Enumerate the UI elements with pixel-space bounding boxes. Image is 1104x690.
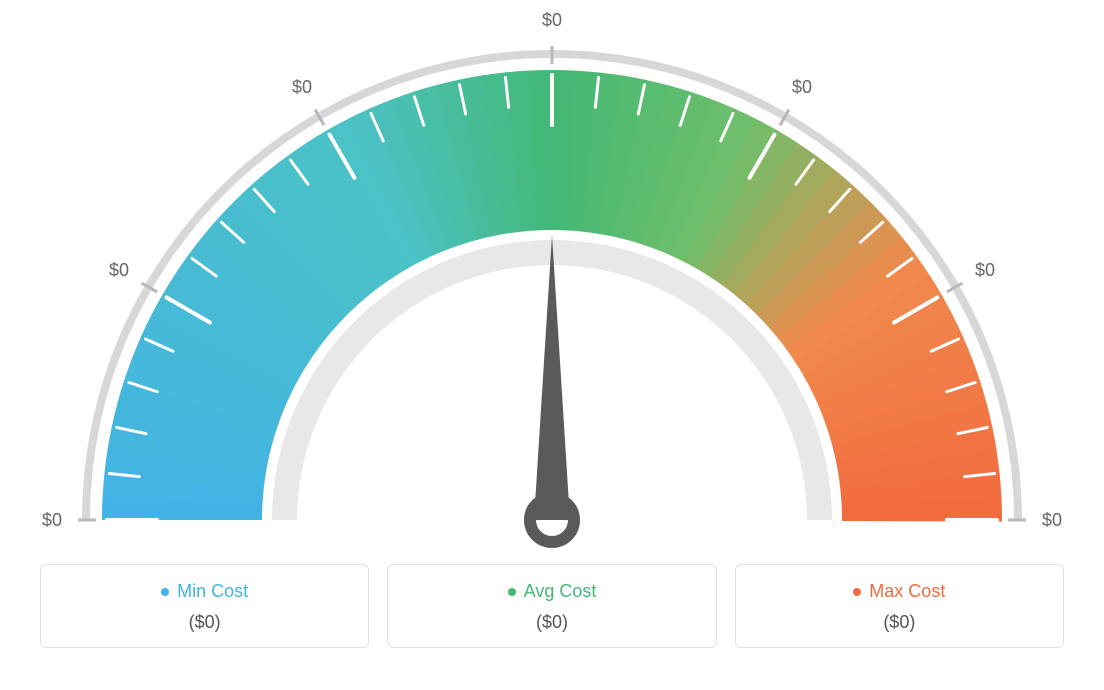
legend-label-max: Max Cost (746, 581, 1053, 602)
legend-label-avg: Avg Cost (398, 581, 705, 602)
legend-label-text: Avg Cost (524, 581, 597, 602)
svg-text:$0: $0 (42, 510, 62, 530)
legend-card-max: Max Cost ($0) (735, 564, 1064, 648)
legend-card-avg: Avg Cost ($0) (387, 564, 716, 648)
svg-text:$0: $0 (792, 77, 812, 97)
dot-icon (508, 588, 516, 596)
svg-text:$0: $0 (1042, 510, 1062, 530)
svg-text:$0: $0 (542, 10, 562, 30)
legend-value-min: ($0) (51, 612, 358, 633)
chart-container: $0 $0 $0 $0 $0 $0 $0 Min Cost ($0) Avg Cost ($… (0, 0, 1104, 690)
dot-icon (853, 588, 861, 596)
gauge-chart: $0 $0 $0 $0 $0 $0 $0 (0, 0, 1104, 560)
svg-text:$0: $0 (975, 260, 995, 280)
legend-row: Min Cost ($0) Avg Cost ($0) Max Cost ($0… (0, 564, 1104, 648)
svg-text:$0: $0 (292, 77, 312, 97)
legend-label-text: Max Cost (869, 581, 945, 602)
legend-label-min: Min Cost (51, 581, 358, 602)
svg-text:$0: $0 (109, 260, 129, 280)
dot-icon (161, 588, 169, 596)
legend-card-min: Min Cost ($0) (40, 564, 369, 648)
legend-label-text: Min Cost (177, 581, 248, 602)
gauge-svg: $0 $0 $0 $0 $0 $0 $0 (0, 0, 1104, 560)
legend-value-avg: ($0) (398, 612, 705, 633)
legend-value-max: ($0) (746, 612, 1053, 633)
